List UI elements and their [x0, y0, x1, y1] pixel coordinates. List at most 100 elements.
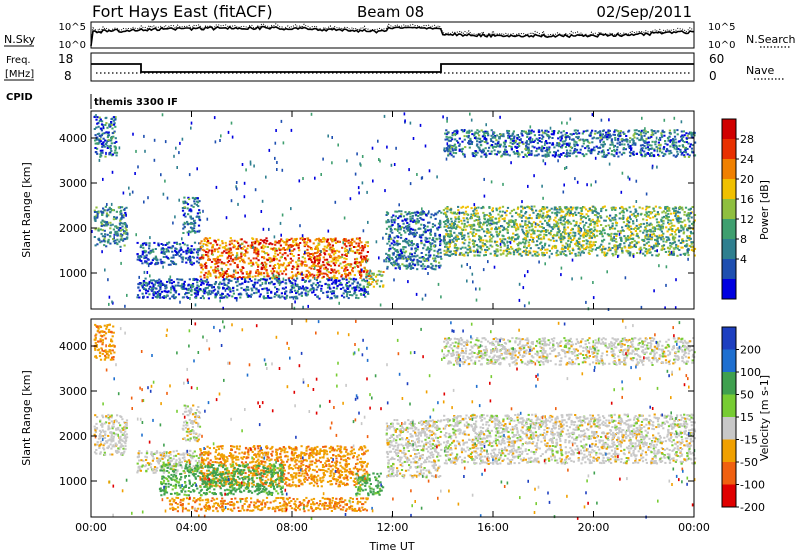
y-tick-label: 1000	[59, 475, 87, 488]
colorbar-tick-label: 8	[740, 233, 747, 246]
freq-right-tick-top: 60	[709, 52, 724, 66]
x-tick-label: 16:00	[477, 521, 509, 534]
colorbar-tick-label: 20	[740, 173, 754, 186]
colorbar-swatch	[722, 462, 736, 485]
scatter-noise	[94, 319, 696, 520]
scatter-region	[136, 241, 204, 266]
noise-left-tick-bottom: 10^0	[59, 40, 86, 51]
scatter-region	[93, 323, 116, 361]
y-tick-label: 4000	[59, 340, 87, 353]
velocity-axes: 1000 2000 3000 4000 00:00 04:00 08:00 12:00 16:0…	[59, 319, 710, 534]
colorbar-swatch	[722, 199, 736, 220]
scatter-region	[181, 196, 202, 234]
time-axis-label: Time UT	[368, 540, 414, 553]
colorbar-swatch	[722, 394, 736, 418]
scatter-region	[385, 419, 443, 479]
scatter-region	[385, 210, 443, 271]
noise-right-tick-top: 10^5	[708, 22, 735, 33]
colorbar-swatch	[722, 259, 736, 280]
velocity-colorbar-label: Velocity [m s-1]	[758, 375, 771, 461]
colorbar-tick-label: 50	[740, 389, 754, 402]
velocity-heatmap-data	[93, 319, 697, 520]
beam-title: Beam 08	[357, 3, 424, 21]
x-tick-label: 12:00	[377, 521, 409, 534]
colorbar-tick-label: 200	[740, 344, 761, 357]
freq-left-label-1: Freq.	[6, 55, 31, 66]
scatter-region	[136, 449, 204, 474]
y-tick-label: 2000	[59, 430, 87, 443]
scatter-region	[442, 205, 697, 257]
colorbar-swatch	[722, 239, 736, 260]
colorbar-swatch	[722, 179, 736, 200]
y-tick-label: 4000	[59, 132, 87, 145]
colorbar-swatch	[722, 219, 736, 240]
colorbar-tick-label: -50	[740, 456, 758, 469]
scatter-region	[136, 277, 370, 300]
freq-right-label: Nave	[746, 64, 774, 77]
colorbar-swatch	[722, 349, 736, 373]
colorbar-swatch	[722, 139, 736, 160]
frequency-series	[91, 63, 694, 73]
noise-right-label: N.Search	[746, 33, 796, 46]
velocity-ylabel: Slant Range [km]	[20, 370, 33, 466]
scatter-region	[93, 205, 129, 248]
colorbar-tick-label: -15	[740, 434, 758, 447]
y-tick-label: 1000	[59, 267, 87, 280]
freq-left-tick-top: 18	[58, 52, 73, 66]
x-tick-label: 00:00	[75, 521, 107, 534]
noise-left-tick-top: 10^5	[59, 22, 86, 33]
y-tick-label: 3000	[59, 177, 87, 190]
freq-left-tick-bottom: 8	[64, 69, 72, 83]
y-tick-label: 3000	[59, 385, 87, 398]
noise-sky-series	[90, 25, 695, 47]
colorbar-tick-label: 100	[740, 366, 761, 379]
colorbar-frame	[721, 118, 737, 300]
colorbar-swatch	[722, 279, 736, 300]
scatter-region	[365, 269, 385, 289]
cpid-label: CPID	[6, 92, 33, 103]
scatter-region	[166, 496, 369, 513]
freq-panel-frame	[90, 52, 695, 82]
scatter-region	[442, 337, 696, 366]
colorbar-swatch	[722, 119, 736, 140]
x-tick-label: 08:00	[276, 521, 308, 534]
noise-panel-frame	[90, 21, 695, 49]
freq-left-label-2: [MHz]	[5, 69, 34, 80]
date-title: 02/Sep/2011	[596, 3, 692, 21]
x-tick-label: 20:00	[578, 521, 610, 534]
noise-left-label: N.Sky	[4, 33, 36, 46]
colorbar-tick-label: -100	[740, 479, 765, 492]
colorbar-tick-label: -200	[740, 501, 765, 514]
colorbar-tick-label: 4	[740, 253, 747, 266]
noise-right-tick-bottom: 10^0	[708, 40, 735, 51]
colorbar-tick-label: 15	[740, 411, 754, 424]
x-tick-label: 00:00	[678, 521, 710, 534]
scatter-region	[158, 463, 284, 497]
colorbar-tick-label: 12	[740, 213, 754, 226]
colorbar-swatch	[722, 372, 736, 395]
freq-right-tick-bottom: 0	[709, 69, 717, 83]
scatter-region	[93, 413, 129, 456]
scatter-region	[181, 404, 202, 443]
colorbar-swatch	[722, 484, 736, 508]
scatter-region	[443, 129, 697, 158]
scatter-region	[354, 472, 385, 497]
colorbar-swatch	[722, 159, 736, 180]
power-ylabel: Slant Range [km]	[20, 162, 33, 258]
colorbar-tick-label: 16	[740, 193, 754, 206]
power-colorbar-label: Power [dB]	[758, 180, 771, 240]
colorbar-swatch	[722, 439, 736, 463]
scatter-region	[199, 237, 370, 280]
noise-search-series	[90, 23, 695, 46]
power-heatmap-data	[91, 112, 697, 311]
scatter-region	[93, 115, 119, 158]
power-colorbar: 28 24 20 16 12 8 4	[721, 118, 754, 300]
x-tick-label: 04:00	[176, 521, 208, 534]
station-title: Fort Hays East (fitACF)	[92, 2, 273, 21]
cpid-text: themis 3300 IF	[94, 97, 178, 108]
scatter-region	[442, 413, 697, 465]
y-tick-label: 2000	[59, 222, 87, 235]
colorbar-swatch	[722, 417, 736, 440]
colorbar-tick-label: 24	[740, 153, 754, 166]
